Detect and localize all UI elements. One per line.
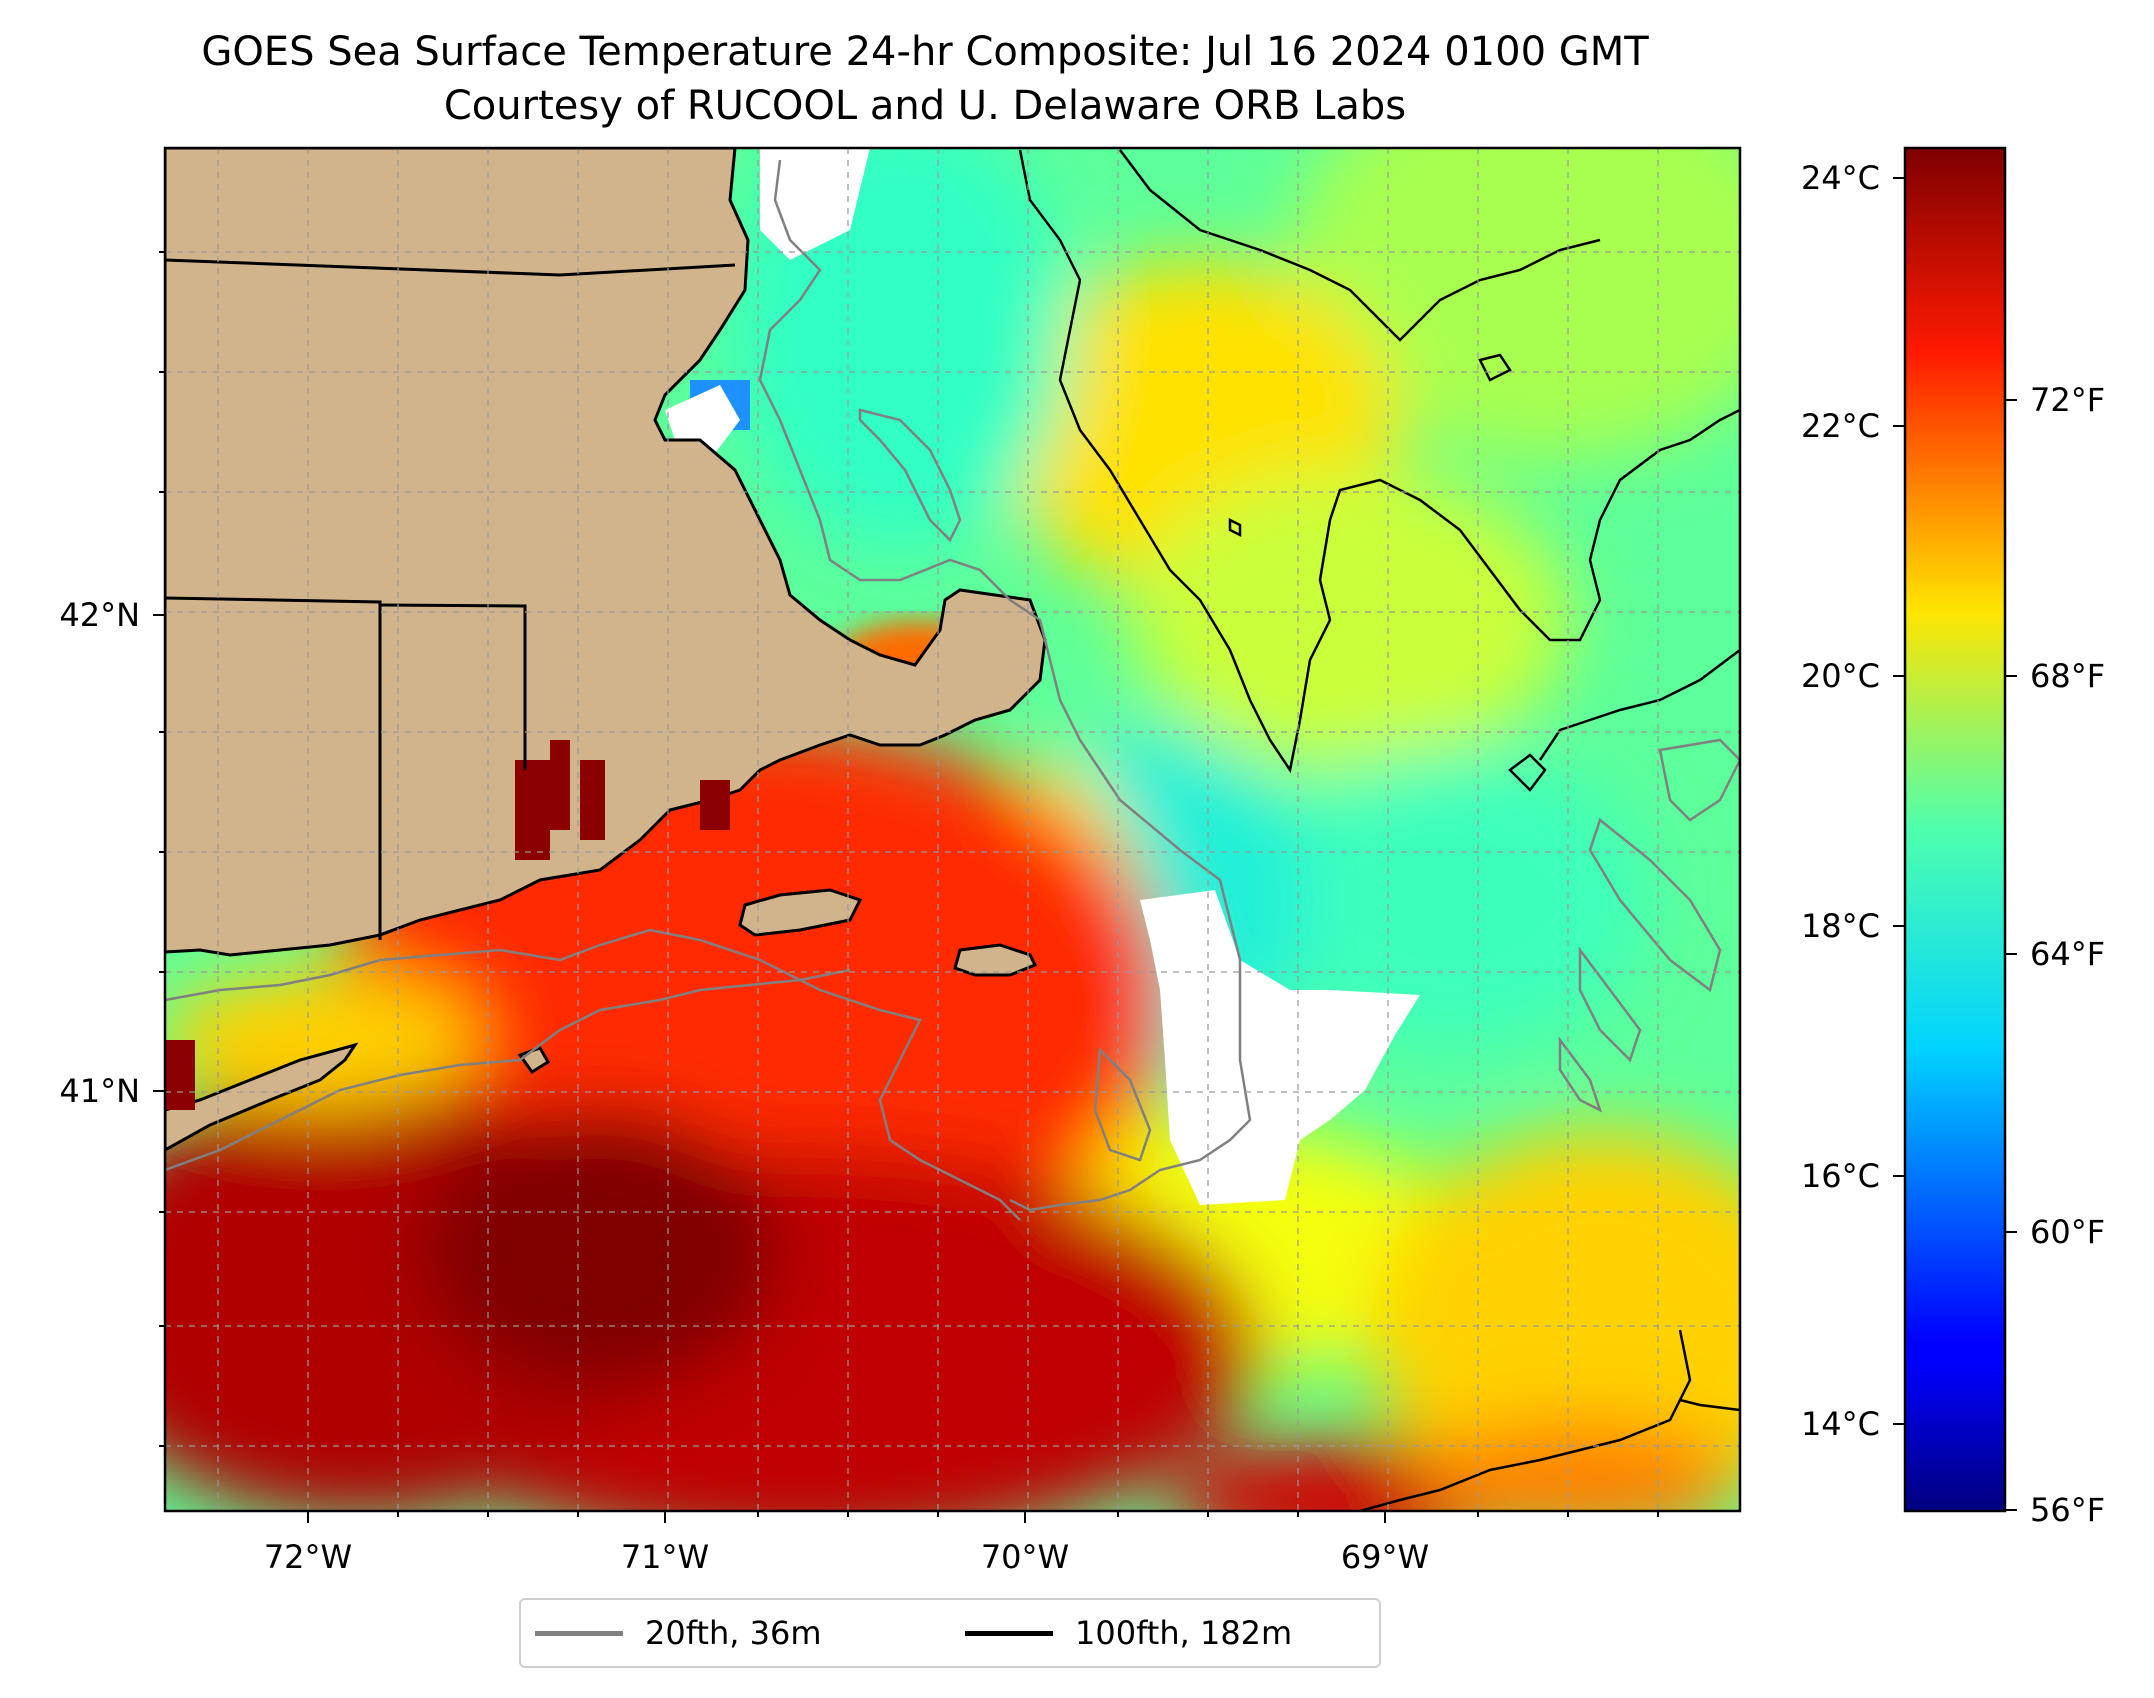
chart-title: GOES Sea Surface Temperature 24-hr Compo…: [201, 29, 1649, 75]
lat-label: 42°N: [59, 596, 140, 634]
colorbar-celsius-label: 14°C: [1801, 1405, 1880, 1443]
legend-swatch-black: [965, 1630, 1053, 1636]
legend-label: 20fth, 36m: [645, 1614, 822, 1652]
legend: 20fth, 36m 100fth, 182m: [519, 1598, 1381, 1668]
state-borders: [165, 258, 736, 940]
colorbar-celsius-label: 18°C: [1801, 907, 1880, 945]
legend-item-100fth: 100fth, 182m: [965, 1600, 1292, 1666]
marthas-vineyard-island: [738, 888, 863, 937]
colorbar-celsius-label: 22°C: [1801, 407, 1880, 445]
no-data-areas: [665, 148, 1420, 1205]
isobath-100fth: [1018, 149, 1740, 1511]
colorbar-fahrenheit-label: 72°F: [2030, 381, 2105, 419]
lon-label: 69°W: [1341, 1538, 1429, 1576]
colorbar-celsius-ticks: [1893, 177, 1905, 1425]
colorbar-fahrenheit-label: 68°F: [2030, 657, 2105, 695]
colorbar-fahrenheit-label: 64°F: [2030, 935, 2105, 973]
map-area: [165, 148, 1740, 1511]
legend-swatch-gray: [535, 1630, 623, 1636]
narragansett-bay: [165, 740, 730, 1110]
lon-label: 70°W: [981, 1538, 1069, 1576]
colorbar: [1903, 146, 2007, 1513]
lon-label: 71°W: [621, 1538, 709, 1576]
colorbar-fahrenheit-label: 56°F: [2030, 1491, 2105, 1529]
legend-label: 100fth, 182m: [1075, 1614, 1293, 1652]
lat-label: 41°N: [59, 1072, 140, 1110]
colorbar-fahrenheit-ticks: [2005, 399, 2017, 1511]
colorbar-celsius-label: 16°C: [1801, 1157, 1880, 1195]
legend-item-20fth: 20fth, 36m: [535, 1600, 821, 1666]
isobath-20fth: [165, 159, 1740, 1221]
nantucket-island: [953, 943, 1038, 977]
chart-subtitle: Courtesy of RUCOOL and U. Delaware ORB L…: [443, 83, 1407, 129]
lon-label: 72°W: [264, 1538, 352, 1576]
axis-ticks: [153, 251, 1659, 1523]
colorbar-celsius-label: 20°C: [1801, 657, 1880, 695]
map-frame: [163, 146, 1742, 1513]
gridlines: [165, 148, 1740, 1511]
land-mass: [165, 148, 1047, 957]
colorbar-celsius-label: 24°C: [1801, 159, 1880, 197]
colorbar-fahrenheit-label: 60°F: [2030, 1213, 2105, 1251]
